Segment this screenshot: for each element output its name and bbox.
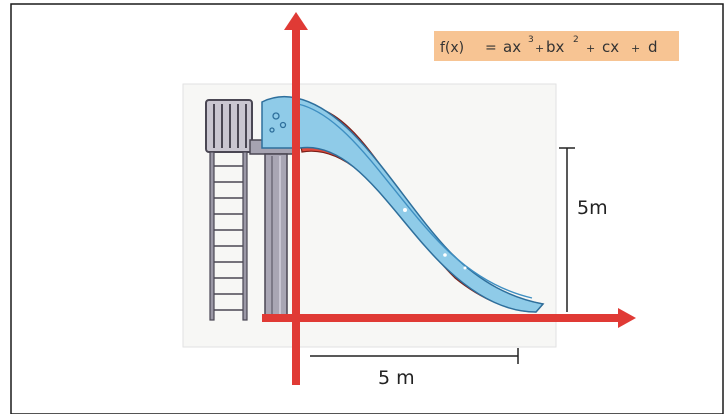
- formula-plus-3: +: [631, 42, 640, 55]
- slide-icon: [261, 95, 545, 313]
- width-dimension: 5 m: [310, 348, 519, 389]
- formula-term-b: bx: [546, 38, 565, 56]
- width-label: 5 m: [378, 367, 415, 389]
- formula-term-c: cx: [602, 38, 619, 56]
- ladder-icon: [205, 99, 253, 321]
- x-axis-arrow: [262, 308, 636, 328]
- formula-plus-2: +: [586, 42, 595, 55]
- formula-power-3: 3: [528, 35, 534, 45]
- formula-power-2: 2: [573, 35, 579, 45]
- height-dimension: 5m: [559, 147, 608, 312]
- formula-term-a: ax: [503, 38, 521, 56]
- height-label: 5m: [577, 197, 608, 219]
- formula-term-d: d: [648, 38, 658, 56]
- formula-lhs: f(x): [440, 40, 464, 56]
- y-axis-arrow: [284, 12, 308, 385]
- formula-plus-1: +: [535, 42, 544, 55]
- formula-eq: =: [485, 40, 497, 56]
- formula-box: f(x) = ax 3 + bx 2 + cx + d: [434, 31, 679, 61]
